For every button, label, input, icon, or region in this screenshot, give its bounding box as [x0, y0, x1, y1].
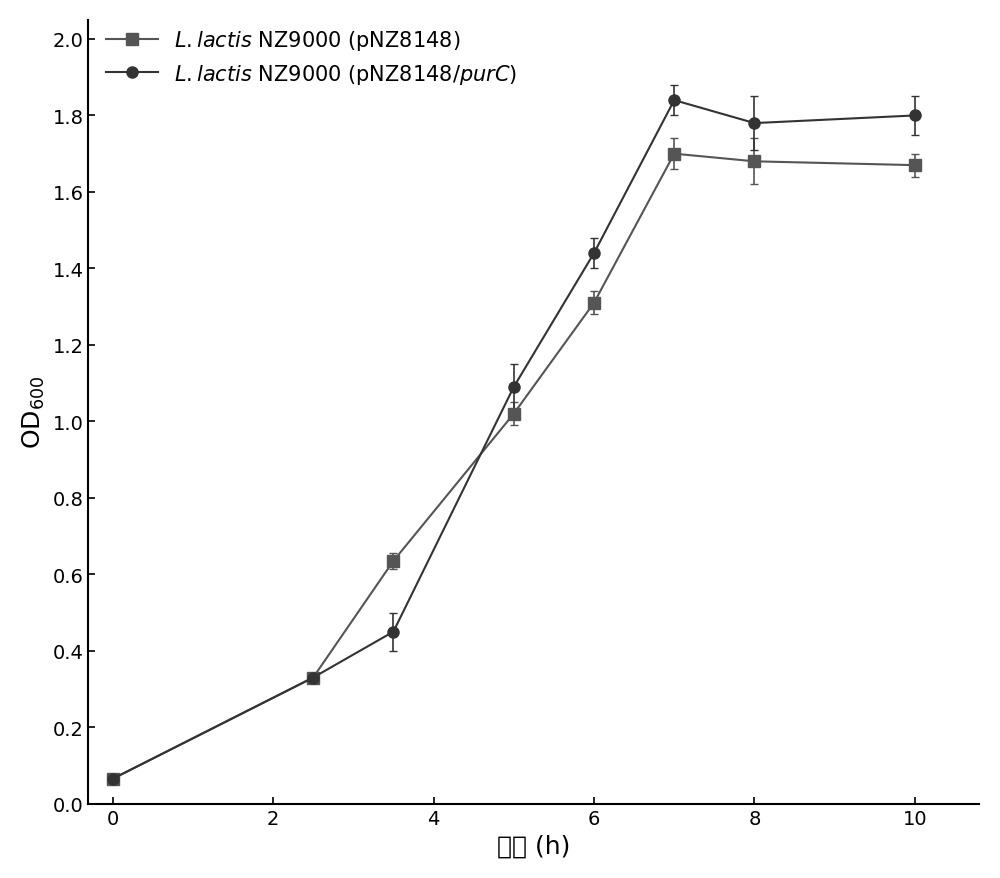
Legend: $\it{L. lactis}$ NZ9000 (pNZ8148), $\it{L. lactis}$ NZ9000 (pNZ8148/$\it{purC}$): $\it{L. lactis}$ NZ9000 (pNZ8148), $\it{…: [97, 21, 526, 95]
Y-axis label: OD$_{600}$: OD$_{600}$: [21, 376, 47, 449]
X-axis label: 时间 (h): 时间 (h): [497, 833, 570, 857]
